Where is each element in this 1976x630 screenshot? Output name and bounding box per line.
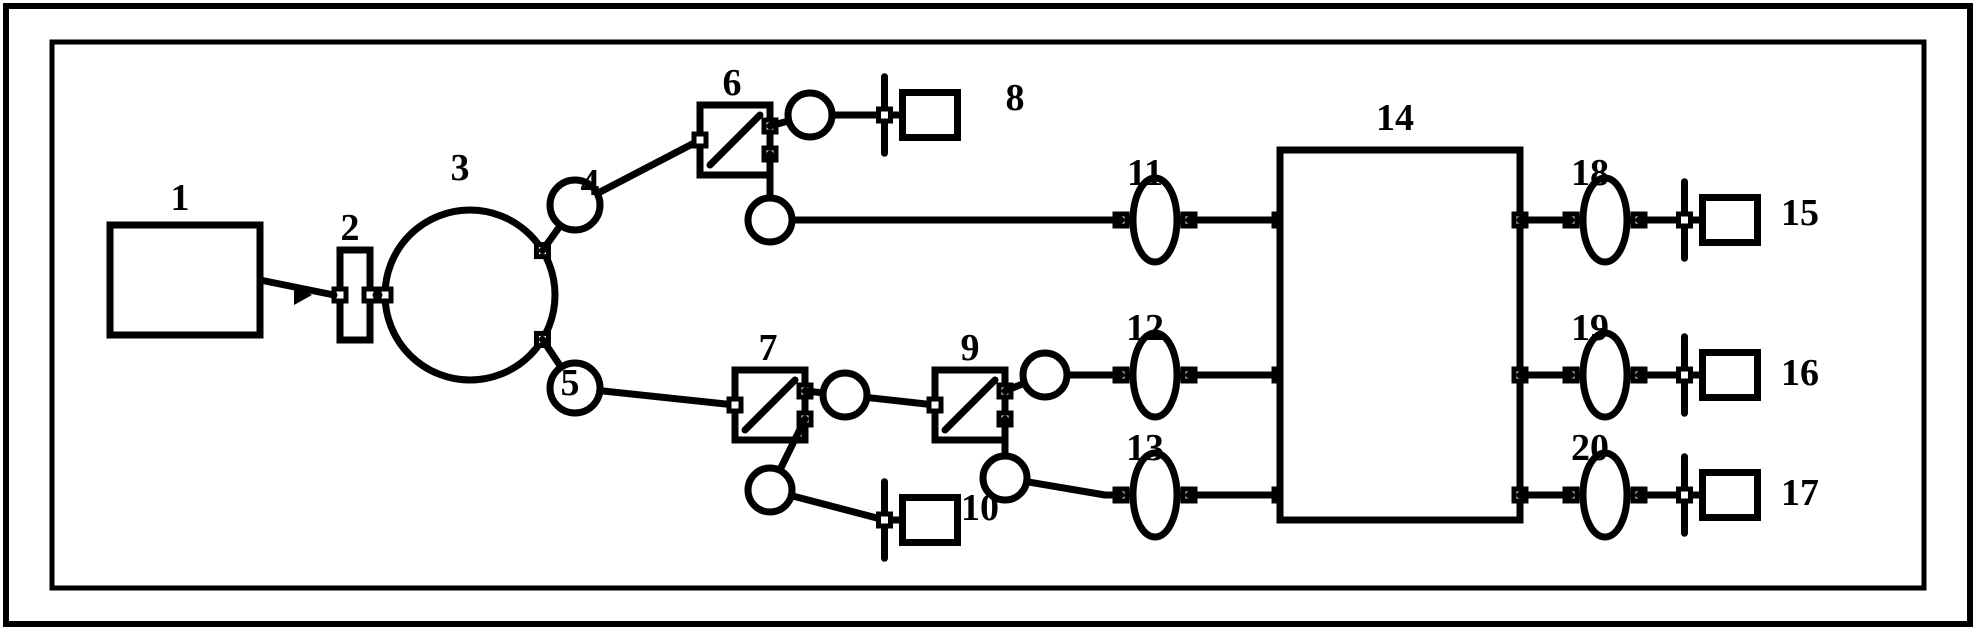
- fiber-loop: [788, 93, 832, 137]
- node-10-detector: [903, 498, 958, 543]
- label-15: 15: [1781, 192, 1819, 234]
- label-1: 1: [171, 177, 190, 219]
- label-6: 6: [723, 62, 742, 104]
- label-9: 9: [961, 327, 980, 369]
- label-18: 18: [1571, 152, 1609, 194]
- label-12: 12: [1126, 307, 1164, 349]
- label-14: 14: [1376, 97, 1414, 139]
- port: [694, 134, 706, 146]
- node-8-detector: [903, 93, 958, 138]
- label-4: 4: [581, 162, 600, 204]
- fiber-loop: [1023, 353, 1067, 397]
- node-3-ring: [385, 210, 555, 380]
- node-14-chip: [1280, 150, 1520, 520]
- label-13: 13: [1126, 427, 1164, 469]
- label-11: 11: [1127, 152, 1163, 194]
- fiber-loop: [748, 198, 792, 242]
- port: [929, 399, 941, 411]
- port: [879, 109, 891, 121]
- label-2: 2: [341, 207, 360, 249]
- node-1-source: [110, 225, 260, 335]
- label-17: 17: [1781, 472, 1819, 514]
- fiber-loop: [748, 468, 792, 512]
- diagram-root: 1234567891011121314151617181920: [0, 0, 1976, 630]
- port: [729, 399, 741, 411]
- label-8: 8: [1006, 77, 1025, 119]
- label-16: 16: [1781, 352, 1819, 394]
- label-19: 19: [1571, 307, 1609, 349]
- port: [1679, 489, 1691, 501]
- label-3: 3: [451, 147, 470, 189]
- detector-right: [1703, 198, 1758, 243]
- detector-right: [1703, 353, 1758, 398]
- port: [1679, 214, 1691, 226]
- port: [1679, 369, 1691, 381]
- label-20: 20: [1571, 427, 1609, 469]
- port: [879, 514, 891, 526]
- fiber-loop: [823, 373, 867, 417]
- label-5: 5: [561, 362, 580, 404]
- label-7: 7: [759, 327, 778, 369]
- label-10: 10: [961, 487, 999, 529]
- detector-right: [1703, 473, 1758, 518]
